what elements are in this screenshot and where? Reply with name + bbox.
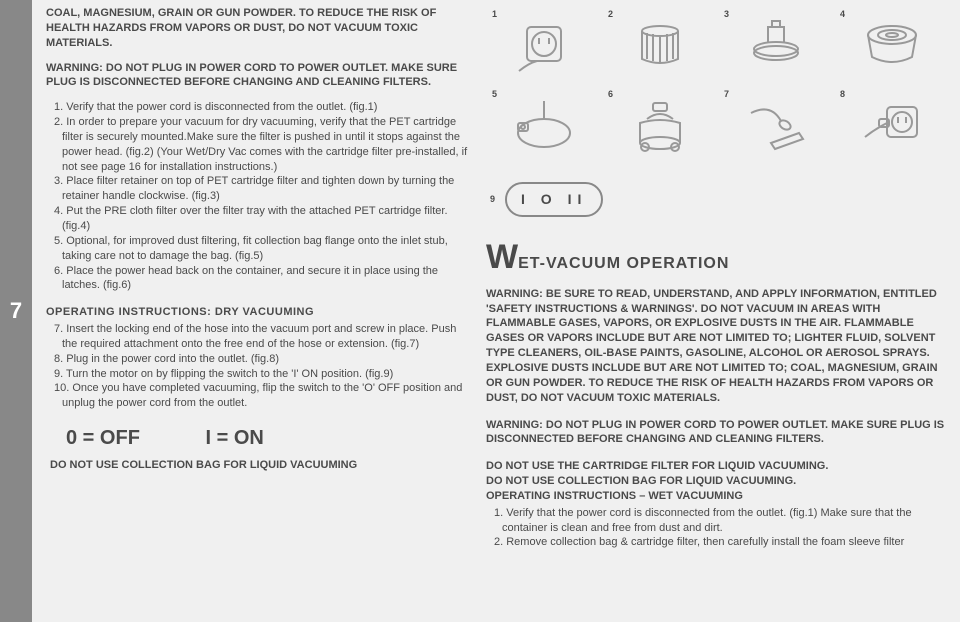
figure-9: 9 I O II	[490, 182, 950, 217]
step-6: 6. Place the power head back on the cont…	[54, 264, 468, 294]
figure-5: 5	[486, 86, 602, 166]
figure-4-label: 4	[840, 8, 845, 20]
figure-6-label: 6	[608, 88, 613, 100]
cartridge-filter-icon	[625, 13, 695, 79]
wet-vacuum-heading: OPERATING INSTRUCTIONS – WET VACUUMING	[486, 489, 950, 504]
no-bag-liquid: DO NOT USE COLLECTION BAG FOR LIQUID VAC…	[486, 474, 950, 489]
figure-2: 2	[602, 6, 718, 86]
no-cartridge-liquid: DO NOT USE THE CARTRIDGE FILTER FOR LIQU…	[486, 459, 950, 474]
plug-in-icon	[857, 93, 927, 159]
no-bag-liquid-note: DO NOT USE COLLECTION BAG FOR LIQUID VAC…	[50, 458, 468, 473]
filter-retainer-icon	[741, 13, 811, 79]
figure-8-label: 8	[840, 88, 845, 100]
page-content: COAL, MAGNESIUM, GRAIN OR GUN POWDER. TO…	[32, 0, 960, 622]
step-8: 8. Plug in the power cord into the outle…	[54, 352, 468, 367]
step-4: 4. Put the PRE cloth filter over the fil…	[54, 204, 468, 234]
on-label: I = ON	[205, 425, 263, 452]
page-number-sidebar: 7	[0, 0, 32, 622]
wet-warning-2: WARNING: DO NOT PLUG IN POWER CORD TO PO…	[486, 418, 950, 448]
step-9: 9. Turn the motor on by flipping the swi…	[54, 367, 468, 382]
wet-warning-1: WARNING: BE SURE TO READ, UNDERSTAND, AN…	[486, 287, 950, 406]
figure-5-label: 5	[492, 88, 497, 100]
left-column: COAL, MAGNESIUM, GRAIN OR GUN POWDER. TO…	[46, 6, 486, 616]
plug-icon	[509, 13, 579, 79]
wet-big-w: W	[486, 238, 518, 276]
cloth-filter-icon	[857, 13, 927, 79]
step-3: 3. Place filter retainer on top of PET c…	[54, 174, 468, 204]
switch-icon: I O II	[505, 182, 603, 217]
wet-vacuum-title: ET-VACUUM OPERATION	[518, 255, 729, 272]
figure-3-label: 3	[724, 8, 729, 20]
prep-steps: 1. Verify that the power cord is disconn…	[46, 100, 468, 293]
figure-3: 3	[718, 6, 834, 86]
step-10: 10. Once you have completed vacuuming, f…	[54, 381, 468, 411]
wet-steps: 1. Verify that the power cord is disconn…	[486, 506, 950, 551]
figure-1-label: 1	[492, 8, 497, 20]
vacuum-assembled-icon	[625, 93, 695, 159]
plug-warning: WARNING: DO NOT PLUG IN POWER CORD TO PO…	[46, 61, 468, 91]
figure-grid: 1 2 3 4 5	[486, 6, 950, 166]
figure-4: 4	[834, 6, 950, 86]
step-2: 2. In order to prepare your vacuum for d…	[54, 115, 468, 174]
collection-bag-icon	[509, 93, 579, 159]
figure-7: 7	[718, 86, 834, 166]
step-1: 1. Verify that the power cord is disconn…	[54, 100, 468, 115]
figure-7-label: 7	[724, 88, 729, 100]
switch-legend: 0 = OFF I = ON	[66, 425, 468, 452]
dry-vacuum-heading: OPERATING INSTRUCTIONS: DRY VACUUMING	[46, 305, 468, 320]
off-label: 0 = OFF	[66, 425, 140, 452]
dry-steps: 7. Insert the locking end of the hose in…	[46, 322, 468, 411]
figure-1: 1	[486, 6, 602, 86]
figure-6: 6	[602, 86, 718, 166]
step-5: 5. Optional, for improved dust filtering…	[54, 234, 468, 264]
figure-2-label: 2	[608, 8, 613, 20]
wet-step-1: 1. Verify that the power cord is disconn…	[494, 506, 950, 536]
right-column: 1 2 3 4 5	[486, 6, 950, 616]
hose-attachment-icon	[741, 93, 811, 159]
step-7: 7. Insert the locking end of the hose in…	[54, 322, 468, 352]
wet-step-2: 2. Remove collection bag & cartridge fil…	[494, 535, 950, 550]
wet-vacuum-section: WET-VACUUM OPERATION	[486, 235, 950, 281]
hazard-warning: COAL, MAGNESIUM, GRAIN OR GUN POWDER. TO…	[46, 6, 468, 51]
page-number: 7	[10, 296, 22, 326]
figure-9-label: 9	[490, 193, 495, 205]
figure-8: 8	[834, 86, 950, 166]
